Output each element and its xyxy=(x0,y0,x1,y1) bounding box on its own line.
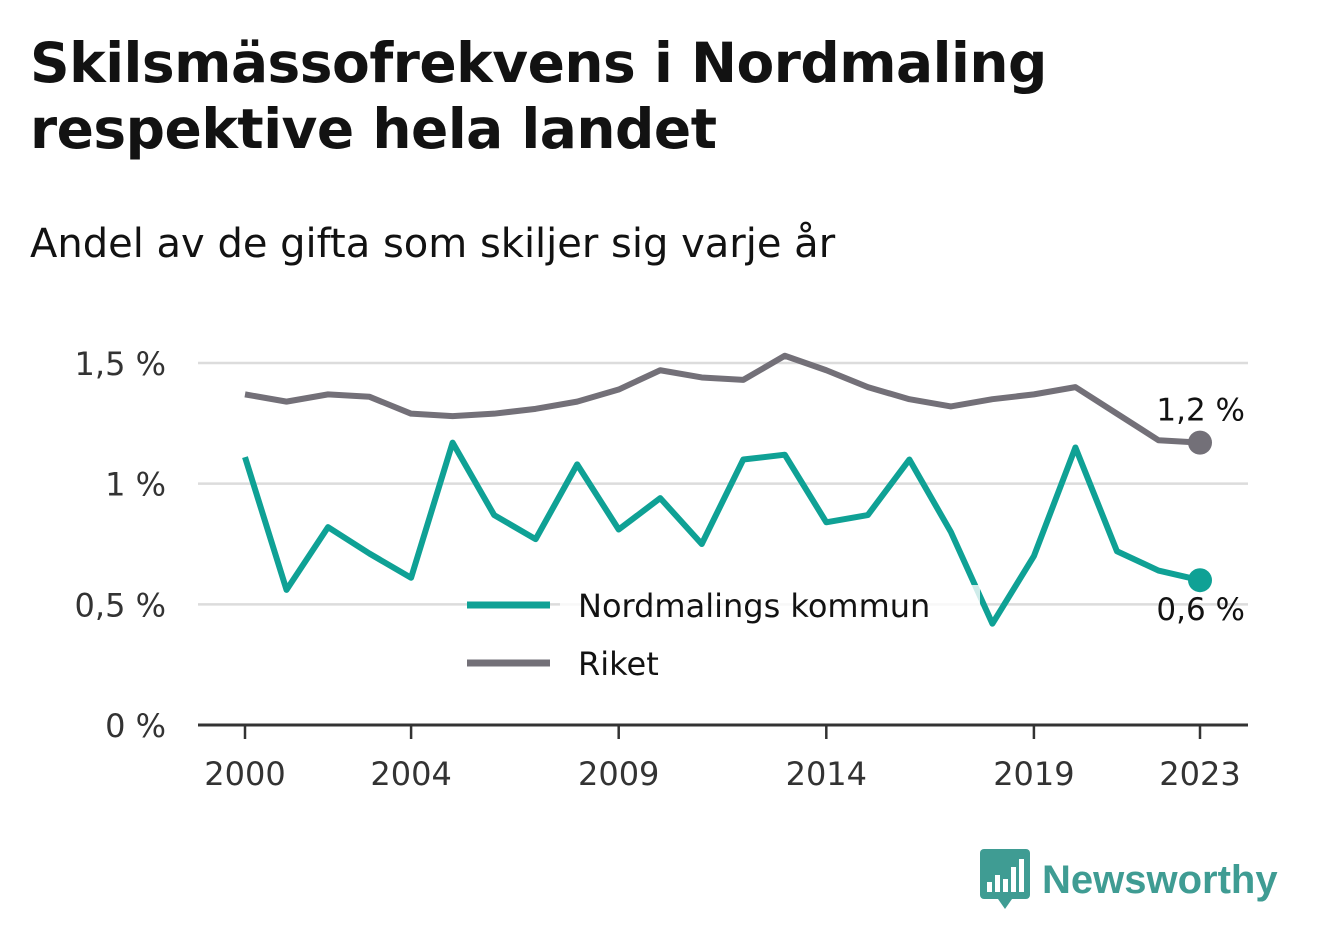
end-labels: 0,6 % 1,2 % xyxy=(1156,393,1245,629)
end-label: 0,6 % xyxy=(1156,592,1245,628)
y-axis-ticks: 0 % 0,5 % 1 % 1,5 % xyxy=(75,345,166,745)
legend-label: Nordmalings kommun xyxy=(578,587,930,625)
x-tick-label: 2004 xyxy=(370,755,451,793)
newsworthy-logo-icon xyxy=(980,849,1030,909)
series-line-riket xyxy=(244,352,1201,446)
legend-label: Riket xyxy=(578,645,659,683)
series-line-nordmaling xyxy=(242,439,1201,627)
y-tick-label: 0 % xyxy=(105,707,166,745)
end-dot xyxy=(1188,568,1212,593)
x-tick-label: 2019 xyxy=(993,755,1074,793)
x-tick-label: 2014 xyxy=(786,755,867,793)
y-tick-label: 0,5 % xyxy=(75,586,166,624)
series-lines xyxy=(242,352,1201,627)
chart-title: Skilsmässofrekvens i Nordmaling respekti… xyxy=(30,31,1047,161)
gridlines xyxy=(198,361,1248,727)
x-tick-label: 2000 xyxy=(204,755,285,793)
brand-name: Newsworthy xyxy=(1042,857,1278,902)
end-label: 1,2 % xyxy=(1156,393,1245,429)
x-axis-ticks: 2000 2004 2009 2014 2019 2023 xyxy=(204,725,1241,793)
end-dot xyxy=(1188,430,1212,455)
legend: Nordmalings kommun Riket xyxy=(467,585,980,683)
y-tick-label: 1 % xyxy=(105,466,166,504)
chart-subtitle: Andel av de gifta som skiljer sig varje … xyxy=(30,221,836,267)
x-tick-label: 2023 xyxy=(1159,755,1240,793)
x-tick-label: 2009 xyxy=(578,755,659,793)
legend-halo xyxy=(560,585,980,631)
newsworthy-brand: Newsworthy xyxy=(980,849,1278,910)
y-tick-label: 1,5 % xyxy=(75,345,166,383)
